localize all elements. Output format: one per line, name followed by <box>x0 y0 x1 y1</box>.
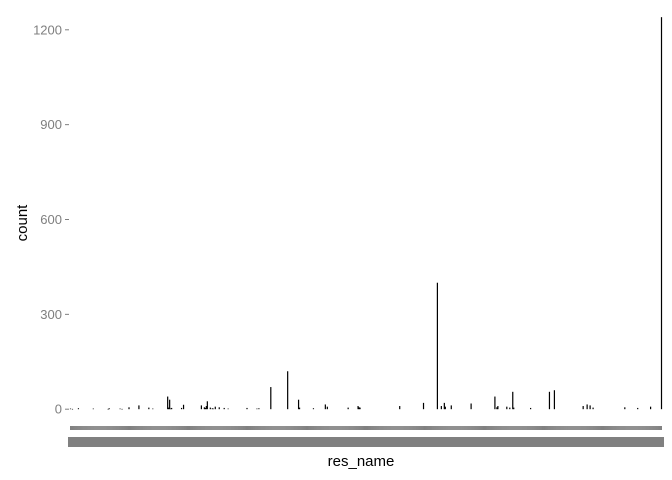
bar <box>297 399 300 410</box>
bar <box>203 407 205 410</box>
bar <box>77 408 80 410</box>
bar <box>227 408 229 410</box>
bar <box>256 408 258 410</box>
bar <box>530 407 532 410</box>
bar <box>637 407 639 410</box>
bar <box>209 407 211 410</box>
bar <box>347 407 349 410</box>
bar <box>496 407 498 410</box>
bar <box>170 408 172 410</box>
bar <box>167 396 169 410</box>
bar <box>494 396 496 410</box>
bar <box>152 408 154 410</box>
bar <box>92 408 94 410</box>
bar <box>128 407 130 410</box>
x-axis-title: res_name <box>328 453 395 470</box>
bar <box>422 402 425 410</box>
bar <box>200 405 202 410</box>
bar <box>312 408 315 410</box>
bar <box>586 404 588 410</box>
bar <box>258 408 260 410</box>
bar <box>246 407 248 410</box>
x-axis-ticks <box>67 426 665 447</box>
bar <box>513 407 515 410</box>
bar <box>171 407 173 410</box>
bar <box>440 406 442 410</box>
bar <box>270 387 272 410</box>
bar <box>358 407 360 410</box>
bar <box>450 405 452 410</box>
bar <box>107 408 109 410</box>
bar <box>359 407 361 410</box>
bar <box>206 401 208 410</box>
bar <box>324 404 326 410</box>
bar <box>168 407 170 410</box>
bar <box>218 407 220 410</box>
y-tick-label: 1200 <box>33 22 62 37</box>
bar <box>436 282 438 410</box>
bar <box>211 408 213 410</box>
bar <box>138 405 140 410</box>
bar <box>223 407 225 410</box>
bars <box>69 17 663 410</box>
y-tick-label: 900 <box>40 117 62 132</box>
bar <box>512 391 514 410</box>
bar <box>470 403 472 410</box>
bar <box>592 407 594 410</box>
bar <box>589 405 591 410</box>
bar <box>204 407 206 410</box>
bar <box>121 408 123 410</box>
y-tick-label: 0 <box>55 402 62 417</box>
bar <box>212 408 214 410</box>
bar <box>69 408 72 410</box>
bar <box>298 407 301 410</box>
bar <box>169 399 171 410</box>
bar <box>497 406 499 410</box>
bar <box>119 408 121 410</box>
y-tick-label: 600 <box>40 212 62 227</box>
bar <box>506 406 508 410</box>
bar <box>660 17 663 410</box>
y-axis: 0 300 600 900 1200 <box>33 22 69 417</box>
bar <box>148 407 150 410</box>
bar <box>548 391 551 410</box>
bar <box>71 408 74 410</box>
bar <box>357 406 359 410</box>
bar <box>443 402 445 410</box>
bar <box>582 406 584 410</box>
bar <box>205 406 207 410</box>
bar <box>180 407 183 410</box>
bar <box>444 406 446 410</box>
bar <box>399 406 401 410</box>
bar <box>108 408 110 410</box>
bar <box>509 407 511 410</box>
bar <box>553 390 556 410</box>
bar <box>214 406 216 410</box>
x-tick-label <box>659 437 665 447</box>
y-tick-label: 300 <box>40 307 62 322</box>
bar <box>182 404 185 410</box>
bar <box>287 371 289 410</box>
bar <box>649 406 652 410</box>
bar <box>624 407 626 410</box>
bar <box>326 406 328 410</box>
y-axis-title: count <box>14 204 31 242</box>
